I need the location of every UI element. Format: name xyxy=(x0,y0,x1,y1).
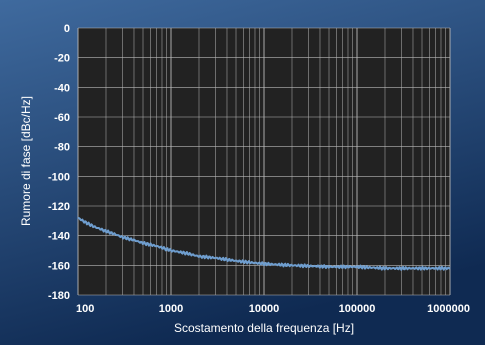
y-tick-label: -40 xyxy=(54,82,70,94)
x-tick-label: 1000 xyxy=(159,303,183,315)
y-tick-label: -120 xyxy=(48,201,70,213)
x-tick-label: 100000 xyxy=(339,303,376,315)
y-tick-label: -60 xyxy=(54,112,70,124)
x-tick-label: 100 xyxy=(76,303,94,315)
x-tick-label: 1000000 xyxy=(427,303,470,315)
x-tick-label: 10000 xyxy=(249,303,280,315)
x-tick-labels: 100 1000 10000 100000 1000000 xyxy=(76,303,470,315)
grid-lines xyxy=(77,27,451,296)
y-tick-label: 0 xyxy=(64,23,70,35)
y-tick-label: -180 xyxy=(48,290,70,302)
y-tick-label: -100 xyxy=(48,171,70,183)
y-tick-label: -20 xyxy=(54,53,70,65)
phase-noise-series-line xyxy=(77,216,451,271)
x-axis-label: Scostamento della frequenza [Hz] xyxy=(174,321,354,335)
y-tick-labels: 0 -20 -40 -60 -80 -100 -120 -140 -160 -180 xyxy=(48,23,70,302)
y-axis-label: Rumore di fase [dBc/Hz] xyxy=(19,96,33,226)
y-tick-label: -80 xyxy=(54,142,70,154)
y-tick-label: -140 xyxy=(48,231,70,243)
y-tick-label: -160 xyxy=(48,260,70,272)
